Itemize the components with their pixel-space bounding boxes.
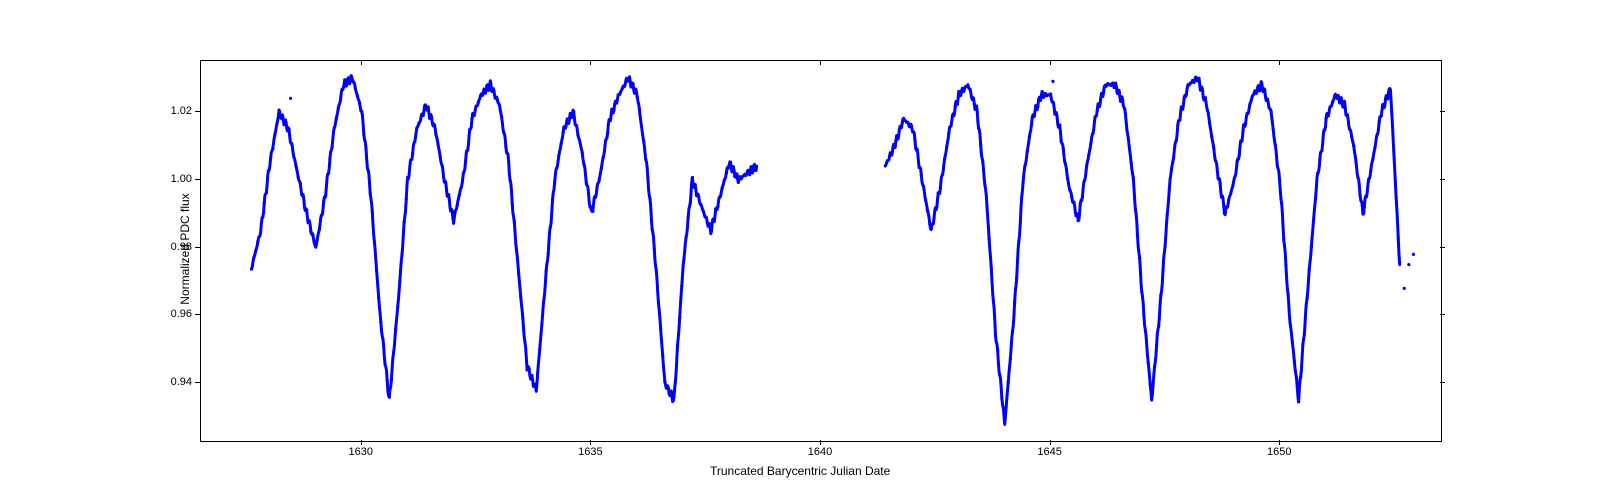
y-tick-label: 1.00 (160, 173, 192, 185)
y-tick-label: 0.98 (160, 241, 192, 253)
scatter-data (201, 61, 1441, 441)
plot-area (200, 60, 1442, 442)
y-tick-label: 0.96 (160, 308, 192, 320)
figure: Truncated Barycentric Julian Date Normal… (0, 0, 1600, 500)
x-axis-label: Truncated Barycentric Julian Date (710, 464, 890, 478)
x-tick-label: 1640 (808, 446, 832, 458)
x-tick-label: 1650 (1267, 446, 1291, 458)
x-tick-label: 1630 (348, 446, 372, 458)
y-tick-label: 0.94 (160, 376, 192, 388)
x-tick-label: 1645 (1037, 446, 1061, 458)
y-tick-label: 1.02 (160, 105, 192, 117)
x-tick-label: 1635 (578, 446, 602, 458)
